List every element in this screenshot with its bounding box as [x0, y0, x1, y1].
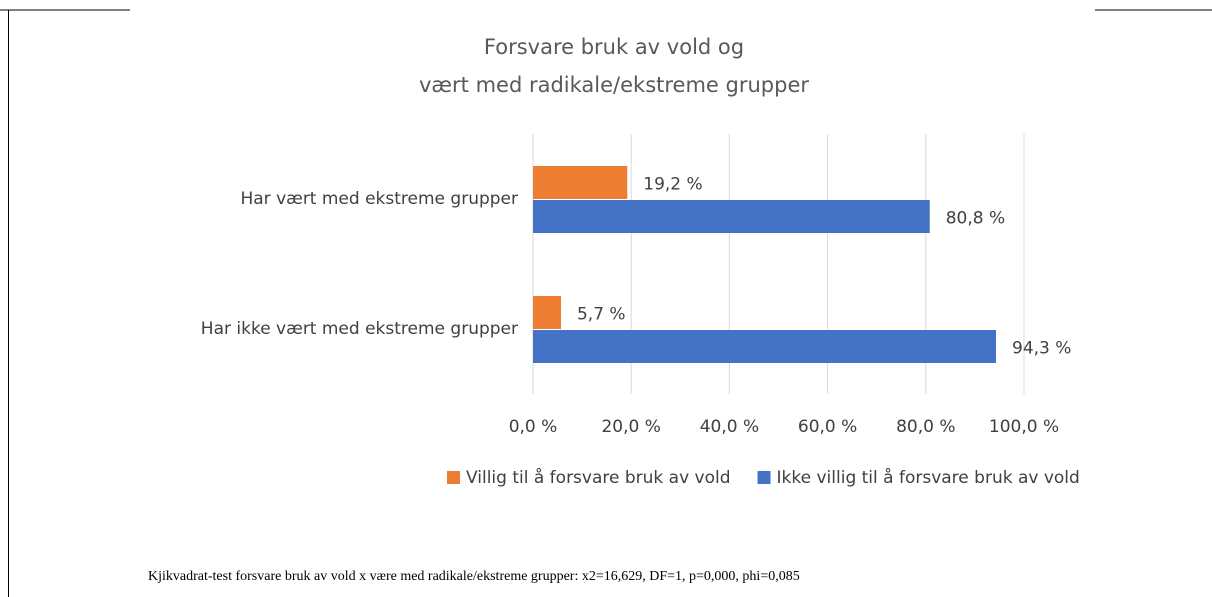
bar: [533, 166, 628, 199]
bar: [533, 296, 561, 329]
x-tick-label: 100,0 %: [989, 417, 1059, 437]
legend-swatch: [757, 471, 771, 484]
chart-title: vært med radikale/ekstreme grupper: [419, 73, 809, 97]
value-label: 19,2 %: [643, 175, 702, 195]
x-tick-label: 0,0 %: [509, 417, 558, 437]
legend-swatch: [447, 471, 460, 484]
legend-label: Villig til å forsvare bruk av vold: [466, 467, 731, 488]
value-label: 5,7 %: [577, 305, 626, 325]
bar: [533, 330, 997, 363]
x-tick-label: 20,0 %: [601, 417, 660, 437]
chart-title: Forsvare bruk av vold og: [484, 35, 744, 59]
x-tick-label: 40,0 %: [700, 417, 759, 437]
legend-label: Ikke villig til å forsvare bruk av vold: [777, 467, 1080, 488]
bar: [533, 200, 930, 233]
y-tick-label: Har ikke vært med ekstreme grupper: [201, 319, 518, 339]
value-label: 80,8 %: [946, 209, 1005, 229]
note: Kjikvadrat-test forsvare bruk av vold x …: [148, 569, 800, 584]
value-label: 94,3 %: [1012, 339, 1071, 359]
x-tick-label: 60,0 %: [798, 417, 857, 437]
y-tick-label: Har vært med ekstreme grupper: [240, 189, 518, 209]
x-tick-label: 80,0 %: [896, 417, 955, 437]
